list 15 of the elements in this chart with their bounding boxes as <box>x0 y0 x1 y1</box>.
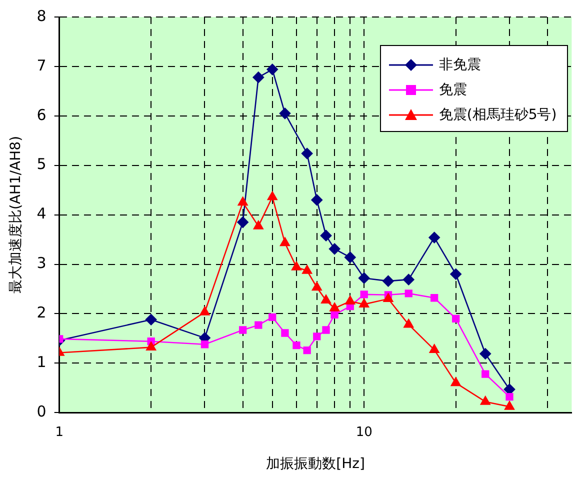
y-tick-label: 5 <box>36 155 46 174</box>
y-tick-label: 3 <box>36 254 46 272</box>
legend-label: 非免震 <box>438 56 481 74</box>
legend-label: 免震(相馬珪砂5号) <box>438 106 557 124</box>
y-tick-label: 2 <box>36 304 46 322</box>
y-tick-label: 1 <box>36 353 46 372</box>
y-tick-label: 7 <box>36 56 46 74</box>
y-tick-label: 0 <box>36 402 46 420</box>
x-axis-title: 加振振動数[Hz] <box>266 456 365 472</box>
legend-label: 免震 <box>438 80 467 98</box>
x-tick-label: 10 <box>356 424 372 440</box>
y-tick-label: 8 <box>36 6 46 25</box>
y-tick-label: 4 <box>36 204 46 223</box>
y-tick-label: 6 <box>36 106 46 124</box>
y-axis-title: 最大加速度比(AH1/AH8) <box>8 136 24 294</box>
